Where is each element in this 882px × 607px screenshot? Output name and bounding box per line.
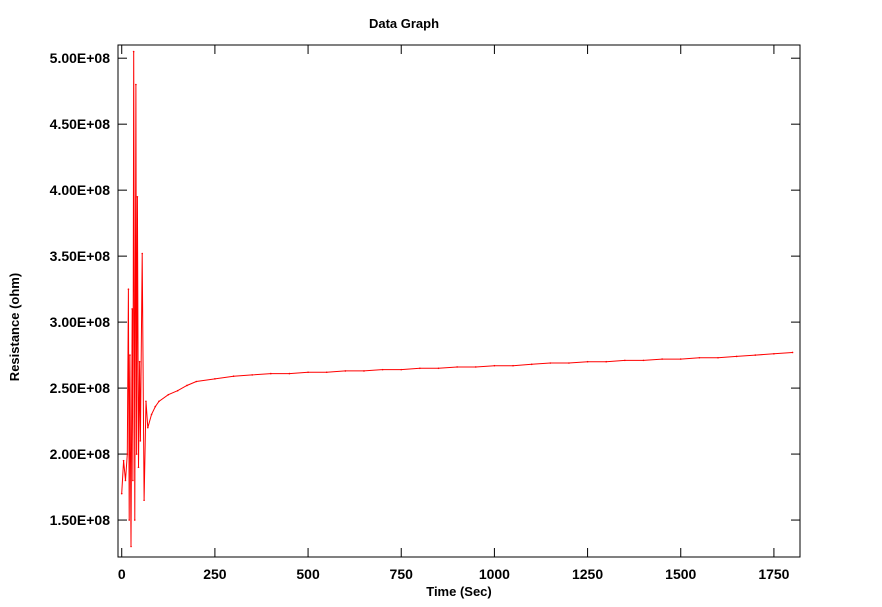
data-point xyxy=(400,368,403,371)
data-point xyxy=(135,83,137,86)
plot-frame xyxy=(117,44,801,558)
data-point xyxy=(624,359,626,362)
data-point xyxy=(791,351,794,354)
data-point xyxy=(120,492,123,495)
y-axis-title: Resistance (ohm) xyxy=(7,273,22,381)
data-point xyxy=(698,356,701,359)
data-point xyxy=(679,358,682,360)
x-tick-label: 1000 xyxy=(479,566,510,582)
x-tick-label: 1250 xyxy=(572,566,603,582)
data-point xyxy=(186,384,188,387)
data-point xyxy=(214,378,216,380)
data-point xyxy=(136,195,139,198)
y-tick-label: 1.50E+08 xyxy=(50,512,111,528)
data-point xyxy=(754,354,757,356)
y-tick-label: 3.00E+08 xyxy=(50,314,111,330)
data-point xyxy=(344,370,347,372)
data-point xyxy=(251,374,253,376)
data-point xyxy=(150,413,153,416)
data-point xyxy=(568,362,570,364)
data-point xyxy=(419,367,421,370)
data-point xyxy=(135,453,138,455)
chart-title: Data Graph xyxy=(369,16,439,31)
data-point xyxy=(549,362,552,364)
data-point xyxy=(717,356,719,359)
x-axis: 0 250 500 750 1000 1250 1500 1750 xyxy=(118,45,790,582)
data-point xyxy=(605,360,608,363)
data-point xyxy=(131,308,133,310)
x-tick-label: 1750 xyxy=(758,566,789,582)
data-point xyxy=(129,354,131,356)
data-point xyxy=(124,479,127,482)
y-axis: 1.50E+08 2.00E+08 2.50E+08 3.00E+08 3.50E+08… xyxy=(50,50,800,528)
data-point xyxy=(154,405,157,408)
data-point xyxy=(661,358,663,360)
data-point xyxy=(147,426,149,429)
x-tick-label: 250 xyxy=(203,566,227,582)
data-point xyxy=(773,352,775,355)
data-point xyxy=(167,393,170,396)
data-point xyxy=(530,363,533,366)
data-point xyxy=(126,453,129,455)
data-point xyxy=(127,288,130,290)
data-point xyxy=(143,499,145,502)
data-point xyxy=(122,459,125,462)
y-tick-label: 4.00E+08 xyxy=(50,182,111,198)
data-point xyxy=(381,368,384,371)
x-tick-label: 0 xyxy=(118,566,126,582)
y-tick-label: 5.00E+08 xyxy=(50,50,111,66)
data-point xyxy=(363,370,365,372)
data-point xyxy=(133,519,136,521)
data-point xyxy=(145,400,147,403)
y-tick-label: 2.50E+08 xyxy=(50,380,111,396)
data-point xyxy=(128,519,130,521)
data-point xyxy=(269,372,272,375)
data-point xyxy=(195,380,198,383)
y-tick-label: 3.50E+08 xyxy=(50,248,111,264)
data-point xyxy=(132,50,135,53)
x-tick-label: 1500 xyxy=(665,566,696,582)
data-point xyxy=(735,355,738,358)
data-point xyxy=(176,389,179,392)
x-tick-label: 500 xyxy=(296,566,320,582)
y-tick-label: 2.00E+08 xyxy=(50,446,111,462)
data-point xyxy=(232,375,235,378)
data-point xyxy=(456,366,458,368)
series-line xyxy=(121,51,793,547)
x-axis-title: Time (Sec) xyxy=(426,584,492,599)
data-point xyxy=(642,359,645,362)
series-layer xyxy=(120,50,794,548)
data-point xyxy=(139,440,142,442)
data-point xyxy=(493,364,496,367)
data-point xyxy=(141,252,144,255)
data-point xyxy=(512,364,514,367)
x-tick-label: 750 xyxy=(390,566,414,582)
data-point xyxy=(158,400,160,403)
data-point xyxy=(437,367,440,370)
data-point xyxy=(325,371,328,374)
data-point xyxy=(474,366,477,368)
data-point xyxy=(586,360,589,363)
y-tick-label: 4.50E+08 xyxy=(50,116,111,132)
data-point xyxy=(288,372,291,375)
data-point xyxy=(130,545,132,548)
data-point xyxy=(137,466,140,469)
data-point xyxy=(307,371,309,374)
data-point xyxy=(138,360,141,363)
data-point xyxy=(132,479,134,482)
